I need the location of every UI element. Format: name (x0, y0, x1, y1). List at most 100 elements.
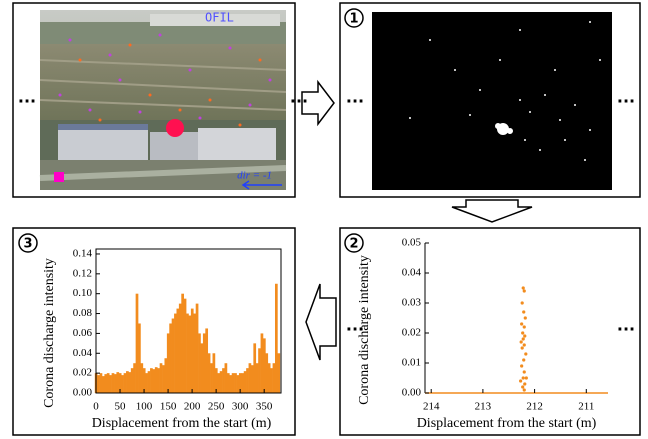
bar (176, 308, 180, 393)
bar (140, 363, 144, 393)
data-point (521, 286, 525, 290)
x-tick-label: 300 (232, 401, 249, 413)
y-tick-label: 0.02 (73, 367, 92, 379)
bar (154, 367, 158, 393)
bar (169, 323, 172, 393)
bar (171, 318, 175, 393)
bar (253, 343, 257, 393)
y-tick-label: 0.06 (73, 327, 93, 339)
bar (248, 363, 252, 393)
y-tick-label: 0.12 (73, 267, 92, 279)
ellipsis: ··· (617, 92, 635, 111)
photo-overlay-text: OFIL (205, 11, 234, 25)
bar (238, 373, 242, 393)
data-point (522, 310, 526, 314)
bar (133, 363, 136, 393)
data-point (524, 352, 528, 356)
bar (123, 373, 127, 393)
bar (166, 333, 170, 393)
bar (207, 353, 211, 393)
bar (195, 303, 199, 393)
bar (183, 298, 187, 393)
bar (234, 373, 237, 393)
bar (219, 371, 223, 393)
bar (118, 373, 122, 393)
bar (174, 313, 177, 393)
step-number: 3 (23, 237, 32, 252)
y-tick-label: 0.05 (402, 237, 422, 249)
bar (260, 333, 264, 393)
bar (121, 375, 124, 393)
x-tick-label: 0 (93, 401, 99, 413)
bar (147, 371, 151, 393)
data-point (520, 301, 524, 305)
bar (142, 368, 146, 393)
bar (262, 338, 266, 393)
bar (150, 368, 153, 393)
bar (205, 328, 209, 393)
bar (145, 373, 148, 393)
y-tick-label: 0.03 (402, 297, 422, 309)
bar (138, 323, 141, 393)
bar (250, 365, 254, 393)
ellipsis: ··· (290, 92, 308, 111)
bar (217, 373, 221, 393)
bar (229, 375, 233, 393)
data-point (520, 364, 524, 368)
ellipsis: ··· (18, 92, 36, 111)
bar (135, 293, 139, 393)
bar (277, 353, 281, 393)
data-point (522, 343, 526, 347)
y-tick-label: 0.02 (402, 327, 421, 339)
bar (128, 372, 132, 393)
bar (164, 358, 168, 393)
bar (224, 363, 228, 393)
x-tick-label: 214 (423, 401, 440, 413)
bar (157, 368, 160, 393)
bar (130, 368, 134, 393)
bar (222, 368, 225, 393)
bar (255, 363, 259, 393)
x-tick-label: 50 (115, 401, 127, 413)
y-axis-label: Corona discharge intensity (357, 255, 372, 405)
y-tick-label: 0.08 (73, 307, 93, 319)
step-number: 2 (349, 237, 358, 252)
bar (243, 371, 247, 393)
y-tick-label: 0.04 (402, 267, 422, 279)
bar (258, 348, 261, 393)
x-tick-label: 212 (526, 401, 543, 413)
bar (111, 373, 115, 393)
bar (265, 353, 269, 393)
data-point (524, 376, 528, 380)
x-axis-label: Displacement from the start (m) (417, 416, 597, 431)
bar (236, 375, 240, 393)
bar (109, 375, 112, 393)
data-point (523, 316, 527, 320)
data-point (522, 388, 526, 392)
binary-image (372, 12, 612, 190)
ellipsis: ··· (346, 320, 364, 339)
ellipsis: ··· (617, 320, 635, 339)
bar (270, 368, 273, 393)
data-point (523, 382, 527, 386)
bar (274, 283, 278, 393)
data-point (522, 370, 526, 374)
data-point (522, 358, 526, 362)
bar (116, 372, 120, 393)
data-point (523, 334, 527, 338)
bar (214, 368, 218, 393)
data-point (521, 376, 525, 380)
data-point (521, 385, 525, 389)
photo: OFIL dir = -1 (39, 10, 287, 190)
x-axis-label: Displacement from the start (m) (92, 416, 272, 431)
y-tick-label: 0.10 (73, 287, 93, 299)
bar (178, 303, 182, 393)
bar (198, 333, 201, 393)
bar (241, 373, 245, 393)
y-tick-label: 0.00 (73, 387, 93, 399)
bar (210, 363, 213, 393)
x-tick-label: 213 (475, 401, 492, 413)
bar (186, 313, 189, 393)
arrow-right (301, 79, 335, 127)
